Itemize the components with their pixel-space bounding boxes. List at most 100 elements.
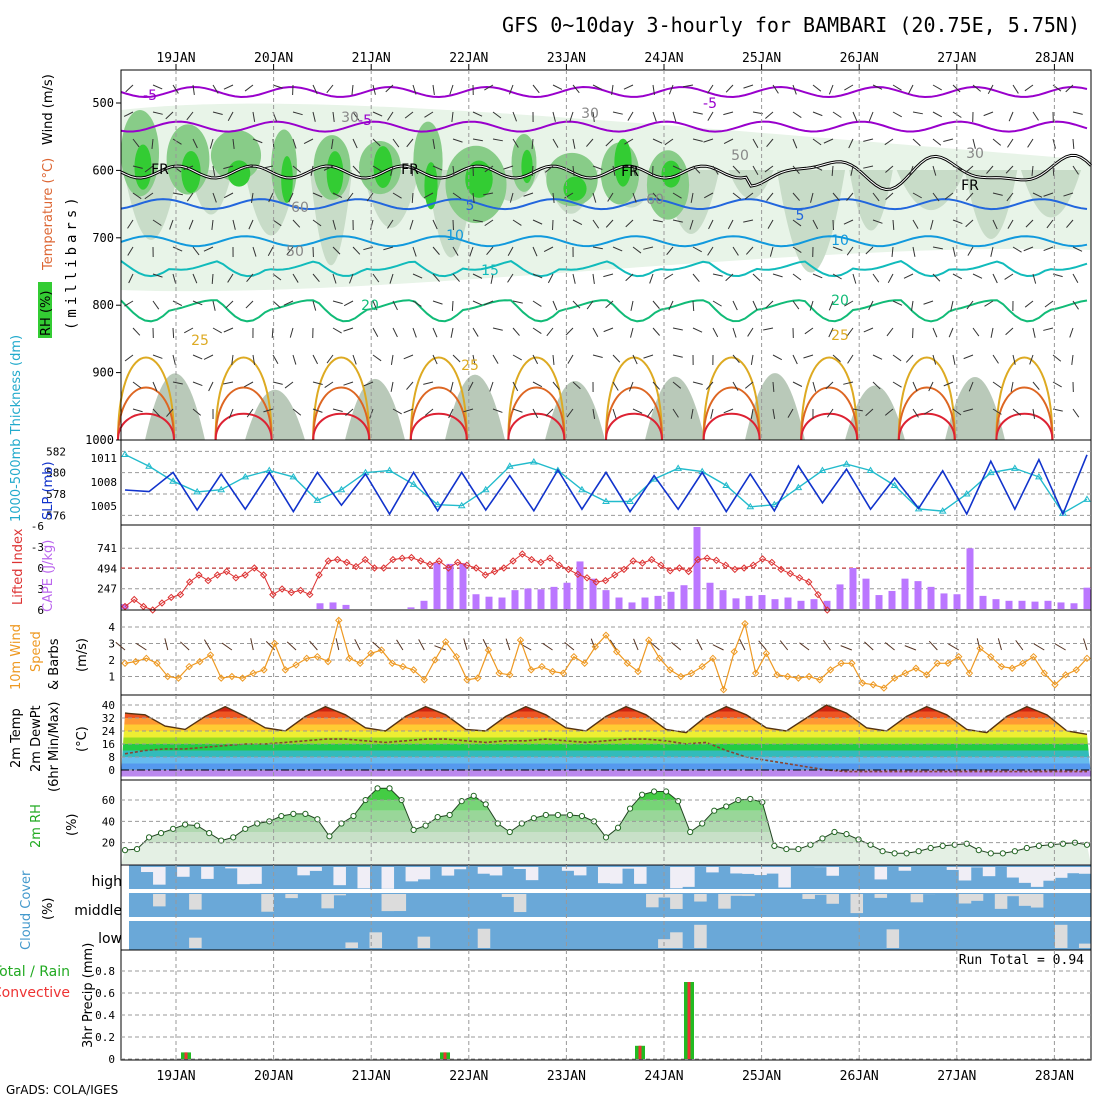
wind-tick-label: 2 bbox=[108, 654, 115, 667]
wind-barb bbox=[243, 381, 254, 388]
warm-contour bbox=[605, 412, 663, 441]
wind-barb bbox=[652, 111, 657, 122]
cape-bar bbox=[511, 590, 519, 609]
wind-barb bbox=[252, 246, 257, 257]
wind-barb bbox=[891, 246, 894, 258]
wind-barb bbox=[792, 138, 798, 149]
thickness-tick-label: 580 bbox=[46, 467, 66, 480]
wind-barb bbox=[566, 408, 574, 418]
wind10-point bbox=[495, 669, 503, 677]
wind10-point bbox=[997, 662, 1006, 671]
wind-barb bbox=[992, 138, 1002, 146]
wind-barb bbox=[831, 165, 834, 177]
wind-barb bbox=[723, 138, 734, 144]
wind-barb bbox=[324, 381, 334, 388]
rh2m-point bbox=[891, 850, 898, 857]
wind10-point bbox=[591, 643, 600, 651]
cape-bar bbox=[1031, 601, 1039, 609]
wind-barb bbox=[263, 165, 274, 169]
wind10-point bbox=[773, 671, 781, 679]
wind10-barb bbox=[115, 641, 126, 651]
rh2m-point bbox=[687, 828, 694, 836]
wind-barb bbox=[227, 273, 234, 283]
wind-barb bbox=[892, 300, 903, 306]
wind-barb bbox=[708, 219, 714, 230]
rh2m-point bbox=[771, 842, 778, 849]
cloud-gap-middle bbox=[501, 894, 515, 897]
top-date-axis: 19JAN 20JAN 21JAN 22JAN 23JAN 24JAN 25JAN 26JAN… bbox=[156, 51, 1074, 70]
wind-barb bbox=[924, 408, 934, 415]
rh-fill-column-low bbox=[845, 385, 905, 440]
wind-barb bbox=[852, 408, 863, 412]
thickness-point bbox=[794, 483, 803, 491]
wind-barb bbox=[692, 300, 695, 312]
warm-contour bbox=[409, 356, 468, 441]
rh2m-point bbox=[458, 798, 465, 805]
contour-label: FR bbox=[621, 164, 639, 180]
li-point bbox=[647, 555, 656, 564]
slp-tick-label: 1005 bbox=[91, 500, 118, 513]
wind-barb bbox=[292, 408, 302, 416]
li-point bbox=[222, 567, 231, 576]
wind10-point bbox=[249, 669, 257, 677]
cloud-gap-high bbox=[177, 867, 190, 877]
wind-barb bbox=[545, 408, 554, 417]
cape-bar bbox=[641, 597, 649, 609]
rh2m-point bbox=[578, 812, 586, 820]
wind10-point bbox=[1008, 664, 1016, 672]
wind-barb bbox=[547, 273, 554, 284]
rh2m-point bbox=[206, 829, 213, 837]
wind-barb bbox=[211, 219, 214, 230]
wind-barb bbox=[884, 138, 894, 146]
rh2m-point bbox=[542, 811, 549, 819]
li-point bbox=[204, 576, 212, 585]
wind-barb bbox=[892, 84, 902, 91]
cape-bar bbox=[1083, 587, 1091, 609]
li-point bbox=[805, 578, 813, 586]
wind-barb bbox=[1065, 84, 1074, 93]
cloud-gap-high bbox=[333, 867, 346, 886]
wind-barb bbox=[832, 354, 841, 362]
wind-barb bbox=[592, 165, 603, 170]
wind-barb bbox=[707, 111, 714, 121]
cloud-axis-labels: Cloud Cover (%) high middle low bbox=[19, 870, 122, 950]
rh2m-point bbox=[302, 810, 309, 818]
warm-contour bbox=[507, 386, 566, 441]
wind10-barb bbox=[463, 638, 468, 651]
wind-barb bbox=[692, 381, 703, 386]
rh-fill-saturated bbox=[181, 150, 201, 194]
cape-lifted-index-panel: -6 -3 0 3 6 247 494 741 bbox=[31, 520, 1092, 617]
wind-barb bbox=[286, 246, 294, 256]
wind-barb bbox=[292, 219, 301, 228]
wind-barb bbox=[172, 192, 183, 196]
wind-barb bbox=[569, 111, 574, 122]
wind-barb bbox=[750, 408, 754, 419]
wind-barb bbox=[910, 300, 914, 311]
wind-barb bbox=[248, 219, 254, 230]
wind-label-a: 10m Wind bbox=[9, 624, 24, 690]
wind-barb bbox=[892, 354, 902, 362]
wind10-point bbox=[869, 681, 877, 689]
wind-barb bbox=[366, 192, 374, 202]
wind-barb bbox=[912, 219, 919, 229]
wind10-point bbox=[922, 671, 931, 679]
precip-tick-label: 0.8 bbox=[95, 965, 115, 978]
wind-barb bbox=[586, 138, 594, 147]
contour-label: FR bbox=[961, 178, 979, 194]
cloud-gap-middle bbox=[321, 894, 334, 909]
cloud-sep-1 bbox=[129, 889, 1091, 893]
cloud-gap-middle bbox=[850, 894, 864, 914]
wind-barb bbox=[272, 381, 283, 385]
cloud-gap-middle bbox=[285, 894, 298, 899]
wind10-point bbox=[837, 659, 845, 667]
wind-barb bbox=[810, 192, 814, 203]
wind-barb bbox=[772, 273, 783, 278]
cape-bar bbox=[329, 602, 337, 609]
wind-barb bbox=[992, 219, 998, 230]
cloud-gap-high bbox=[682, 867, 695, 887]
li-point bbox=[130, 595, 138, 604]
cloud-gap-low bbox=[1054, 924, 1068, 948]
li-point bbox=[287, 588, 296, 597]
cloud-gap-high bbox=[441, 867, 455, 876]
cloud-gap-middle bbox=[1030, 894, 1044, 908]
